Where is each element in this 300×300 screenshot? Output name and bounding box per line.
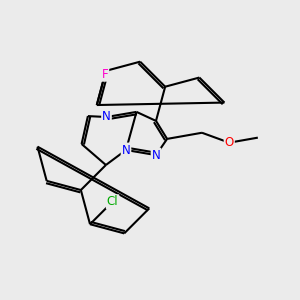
Text: F: F: [102, 68, 108, 81]
Text: O: O: [225, 136, 234, 149]
Text: Cl: Cl: [107, 195, 118, 208]
Text: N: N: [102, 110, 111, 124]
Text: N: N: [122, 143, 130, 157]
Text: N: N: [152, 148, 160, 162]
